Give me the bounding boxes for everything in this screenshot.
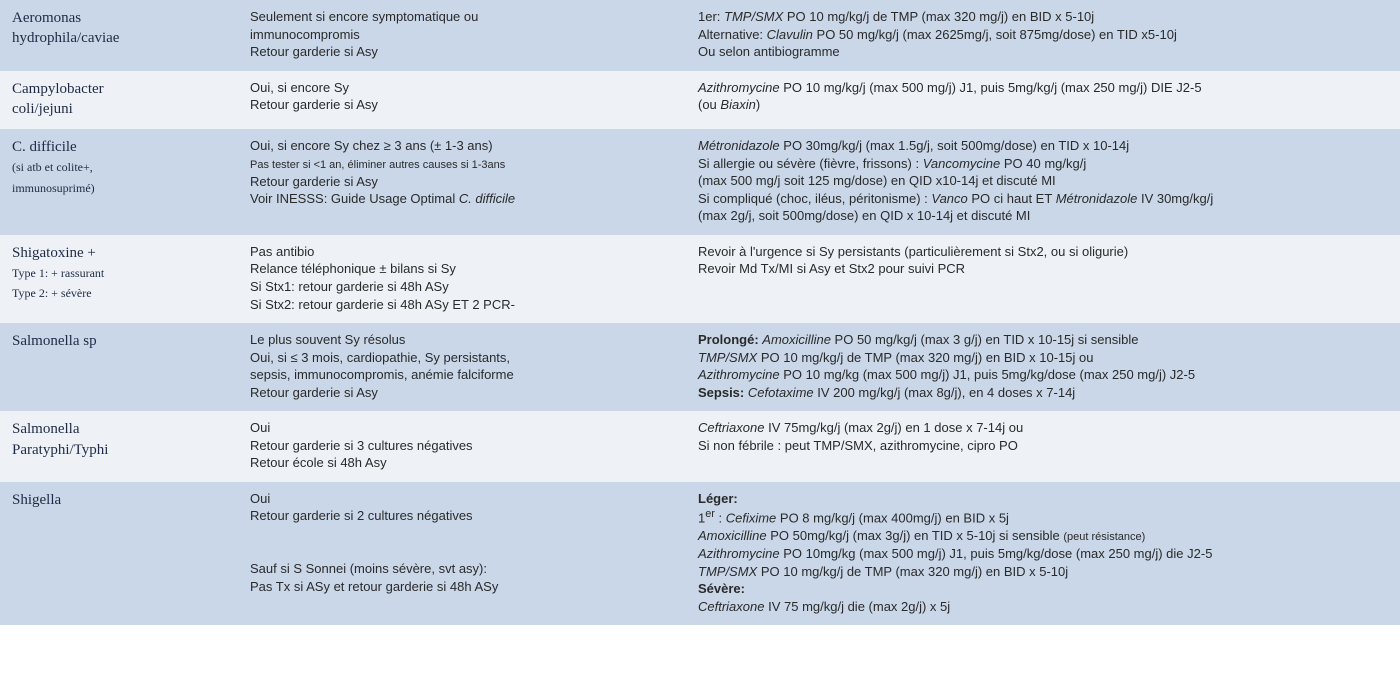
table-row: Salmonella Paratyphi/TyphiOui Retour gar… <box>0 411 1400 482</box>
indication-cell: Oui Retour garderie si 3 cultures négati… <box>238 411 686 482</box>
pathogen-name: Shigella <box>12 490 228 510</box>
pathogen-name: Aeromonas hydrophila/caviae <box>12 8 228 49</box>
pathogen-name: Salmonella Paratyphi/Typhi <box>12 419 228 460</box>
pathogen-cell: Salmonella sp <box>0 323 238 411</box>
treatment-cell: Métronidazole PO 30mg/kg/j (max 1.5g/j, … <box>686 129 1400 235</box>
indication-cell: Oui Retour garderie si 2 cultures négati… <box>238 482 686 625</box>
table-row: Salmonella sp Le plus souvent Sy résolus … <box>0 323 1400 411</box>
indication-cell: Le plus souvent Sy résolus Oui, si ≤ 3 m… <box>238 323 686 411</box>
pathogen-name: C. difficile (si atb et colite+, immunos… <box>12 137 228 198</box>
treatment-cell: Revoir à l'urgence si Sy persistants (pa… <box>686 235 1400 323</box>
pathogen-cell: C. difficile (si atb et colite+, immunos… <box>0 129 238 235</box>
pathogen-name: Shigatoxine + Type 1: + rassurant Type 2… <box>12 243 228 304</box>
pathogen-cell: Campylobacter coli/jejuni <box>0 71 238 130</box>
table-row: Shigella Oui Retour garderie si 2 culture… <box>0 482 1400 625</box>
treatment-cell: Azithromycine PO 10 mg/kg/j (max 500 mg/… <box>686 71 1400 130</box>
treatment-cell: Prolongé: Amoxicilline PO 50 mg/kg/j (ma… <box>686 323 1400 411</box>
table-row: Aeromonas hydrophila/caviaeSeulement si … <box>0 0 1400 71</box>
treatment-cell: 1er: TMP/SMX PO 10 mg/kg/j de TMP (max 3… <box>686 0 1400 71</box>
table-row: Shigatoxine + Type 1: + rassurant Type 2… <box>0 235 1400 323</box>
table-row: C. difficile (si atb et colite+, immunos… <box>0 129 1400 235</box>
treatment-cell: Léger: 1er : Cefixime PO 8 mg/kg/j (max … <box>686 482 1400 625</box>
pathogen-cell: Aeromonas hydrophila/caviae <box>0 0 238 71</box>
pathogen-cell: Salmonella Paratyphi/Typhi <box>0 411 238 482</box>
pathogen-cell: Shigella <box>0 482 238 625</box>
indication-cell: Pas antibio Relance téléphonique ± bilan… <box>238 235 686 323</box>
indication-cell: Oui, si encore Sy Retour garderie si Asy <box>238 71 686 130</box>
indication-cell: Seulement si encore symptomatique ou imm… <box>238 0 686 71</box>
pathogen-name: Salmonella sp <box>12 331 228 351</box>
antibiotics-table: Aeromonas hydrophila/caviaeSeulement si … <box>0 0 1400 625</box>
treatment-cell: Ceftriaxone IV 75mg/kg/j (max 2g/j) en 1… <box>686 411 1400 482</box>
pathogen-name: Campylobacter coli/jejuni <box>12 79 228 120</box>
pathogen-cell: Shigatoxine + Type 1: + rassurant Type 2… <box>0 235 238 323</box>
indication-cell: Oui, si encore Sy chez ≥ 3 ans (± 1-3 an… <box>238 129 686 235</box>
table-row: Campylobacter coli/jejuniOui, si encore … <box>0 71 1400 130</box>
